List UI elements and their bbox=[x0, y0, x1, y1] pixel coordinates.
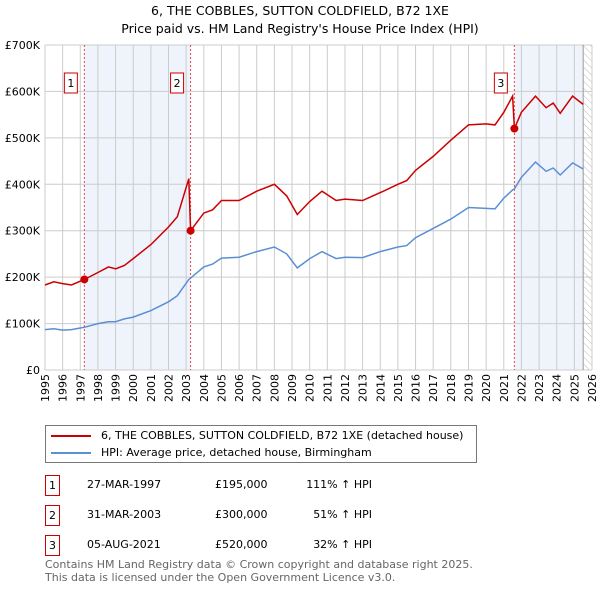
footer-copyright: Contains HM Land Registry data © Crown c… bbox=[45, 558, 473, 571]
transaction-marker: 1 bbox=[45, 475, 60, 496]
legend-label: 6, THE COBBLES, SUTTON COLDFIELD, B72 1X… bbox=[101, 429, 464, 442]
price-chart: 1995 1996 1997 1998 1999 2000 2001 2002 2003 2004… bbox=[5, 39, 599, 402]
x-tick-label: 2005 bbox=[215, 374, 228, 402]
sale-label-box bbox=[63, 72, 78, 94]
sale-point bbox=[186, 226, 195, 235]
footer: Contains HM Land Registry data © Crown c… bbox=[45, 558, 473, 584]
shaded-ownership-range bbox=[84, 45, 191, 370]
legend-red-line-icon bbox=[51, 434, 91, 437]
transaction-hpi: 51% ↑ HPI bbox=[313, 508, 372, 521]
transaction-row: 3 05-AUG-2021 £520,000 32% ↑ HPI bbox=[45, 535, 465, 556]
x-tick-label: 2003 bbox=[180, 374, 193, 402]
sale-label: 3 bbox=[497, 77, 504, 90]
x-tick-label: 2010 bbox=[304, 374, 317, 402]
y-tick-label: £400K bbox=[5, 178, 41, 191]
x-tick-label: 2017 bbox=[427, 374, 440, 402]
transaction-hpi: 111% ↑ HPI bbox=[306, 478, 372, 491]
x-tick-label: 2014 bbox=[374, 374, 387, 402]
x-tick-label: 2002 bbox=[163, 374, 176, 402]
shaded-ownership-range bbox=[514, 45, 584, 370]
transaction-marker: 3 bbox=[45, 535, 60, 556]
transaction-date: 05-AUG-2021 bbox=[87, 538, 161, 551]
legend-item-property: 6, THE COBBLES, SUTTON COLDFIELD, B72 1X… bbox=[51, 429, 463, 442]
transaction-date: 31-MAR-2003 bbox=[87, 508, 162, 521]
transaction-price: £300,000 bbox=[215, 508, 268, 521]
chart-title: 6, THE COBBLES, SUTTON COLDFIELD, B72 1X… bbox=[151, 3, 449, 18]
x-tick-label: 2007 bbox=[251, 374, 264, 402]
transaction-row: 1 27-MAR-1997 £195,000 111% ↑ HPI bbox=[45, 475, 465, 496]
x-tick-label: 2019 bbox=[462, 374, 475, 402]
x-tick-label: 2018 bbox=[445, 374, 458, 402]
hpi-line bbox=[44, 160, 584, 331]
transaction-price: £520,000 bbox=[215, 538, 268, 551]
y-tick-label: £300K bbox=[5, 225, 41, 238]
sale-label: 1 bbox=[67, 77, 74, 90]
y-tick-label: £200K bbox=[5, 271, 41, 284]
transaction-price: £195,000 bbox=[215, 478, 268, 491]
legend: 6, THE COBBLES, SUTTON COLDFIELD, B72 1X… bbox=[45, 425, 477, 463]
transaction-hpi: 32% ↑ HPI bbox=[313, 538, 372, 551]
x-tick-label: 1995 bbox=[39, 374, 52, 402]
x-tick-label: 1996 bbox=[57, 374, 70, 402]
x-tick-label: 2026 bbox=[586, 374, 599, 402]
footer-licence: This data is licensed under the Open Gov… bbox=[45, 571, 396, 584]
legend-blue-line-icon bbox=[51, 451, 91, 454]
y-tick-label: £700K bbox=[5, 39, 41, 52]
x-tick-label: 2004 bbox=[198, 374, 211, 402]
x-tick-label: 1997 bbox=[74, 374, 87, 402]
transaction-row: 2 31-MAR-2003 £300,000 51% ↑ HPI bbox=[45, 505, 465, 526]
x-tick-label: 2024 bbox=[551, 374, 564, 402]
x-tick-label: 2008 bbox=[268, 374, 281, 402]
x-tick-label: 2012 bbox=[339, 374, 352, 402]
x-tick-label: 2020 bbox=[480, 374, 493, 402]
sale-label-box bbox=[493, 72, 508, 94]
y-tick-label: £500K bbox=[5, 132, 41, 145]
x-tick-label: 2023 bbox=[533, 374, 546, 402]
x-tick-label: 2025 bbox=[568, 374, 581, 402]
chart-subtitle: Price paid vs. HM Land Registry's House … bbox=[121, 21, 479, 36]
sale-point bbox=[80, 275, 89, 284]
legend-item-hpi: HPI: Average price, detached house, Birm… bbox=[51, 446, 372, 459]
x-tick-label: 1998 bbox=[92, 374, 105, 402]
sale-label: 2 bbox=[174, 77, 181, 90]
transaction-marker: 2 bbox=[45, 505, 60, 526]
x-tick-label: 2022 bbox=[515, 374, 528, 402]
x-tick-label: 2016 bbox=[410, 374, 423, 402]
legend-label: HPI: Average price, detached house, Birm… bbox=[101, 446, 372, 459]
x-tick-label: 2006 bbox=[233, 374, 246, 402]
x-tick-label: 2011 bbox=[321, 374, 334, 402]
y-tick-label: £0 bbox=[26, 364, 40, 377]
forecast-hatch bbox=[583, 45, 592, 370]
x-tick-label: 2015 bbox=[392, 374, 405, 402]
x-tick-label: 2001 bbox=[145, 374, 158, 402]
transaction-date: 27-MAR-1997 bbox=[87, 478, 162, 491]
sale-label-box bbox=[170, 72, 185, 94]
y-tick-label: £600K bbox=[5, 85, 41, 98]
x-tick-label: 2000 bbox=[127, 374, 140, 402]
x-tick-label: 2013 bbox=[357, 374, 370, 402]
sale-point bbox=[510, 124, 519, 133]
x-tick-label: 1999 bbox=[110, 374, 123, 402]
x-tick-label: 2021 bbox=[498, 374, 511, 402]
property-price-line bbox=[44, 93, 584, 286]
y-tick-label: £100K bbox=[5, 318, 41, 331]
x-tick-label: 2009 bbox=[286, 374, 299, 402]
